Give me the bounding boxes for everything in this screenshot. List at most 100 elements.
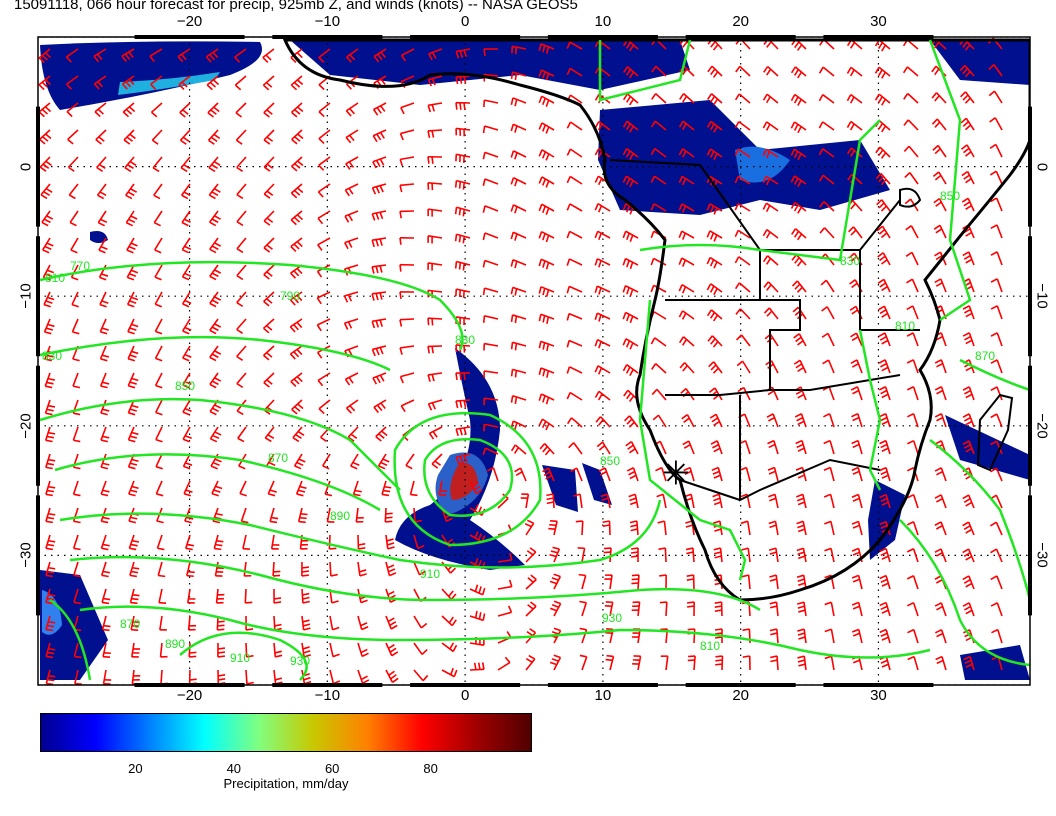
- wind-barb: [538, 122, 555, 134]
- wind-barb: [234, 75, 247, 91]
- wind-barb: [497, 552, 513, 563]
- wind-barb: [45, 615, 56, 632]
- wind-barb: [770, 655, 779, 671]
- wind-barb: [846, 93, 863, 104]
- wind-barb: [128, 534, 140, 551]
- wind-barbs: [38, 37, 1003, 685]
- wind-barb: [762, 202, 779, 213]
- wind-barb: [328, 534, 337, 550]
- wind-barb: [263, 102, 275, 118]
- wind-barb: [239, 480, 247, 497]
- wind-barb: [375, 426, 388, 442]
- wind-barb: [934, 278, 947, 293]
- wind-barb: [768, 493, 779, 509]
- wind-barb: [155, 426, 163, 443]
- wind-barb: [650, 203, 667, 212]
- wind-barb: [181, 264, 192, 281]
- wind-barb: [182, 426, 192, 443]
- lat-tick-label-left: 0: [17, 162, 35, 171]
- wind-barb: [678, 257, 695, 267]
- wind-barb: [524, 519, 535, 536]
- wind-barb: [236, 318, 247, 335]
- wind-barb: [538, 340, 555, 352]
- wind-barb: [99, 345, 110, 362]
- wind-barb: [566, 121, 583, 131]
- wind-barb: [234, 48, 247, 63]
- wind-barb: [650, 175, 667, 185]
- wind-barb: [236, 372, 247, 389]
- wind-barb: [263, 318, 275, 334]
- wind-barb: [579, 600, 588, 617]
- wind-barb: [455, 48, 471, 59]
- lat-tick-label-right: −20: [1033, 413, 1051, 439]
- wind-barb: [538, 286, 555, 297]
- wind-barb: [371, 210, 387, 221]
- wind-barb: [797, 628, 807, 644]
- wind-barb: [290, 372, 303, 387]
- map-markers: [663, 460, 688, 485]
- wind-barb: [427, 317, 443, 326]
- wind-barb: [413, 615, 428, 629]
- wind-barb: [622, 338, 639, 350]
- lon-tick-label-bottom: −10: [314, 687, 341, 704]
- wind-barb: [153, 183, 163, 200]
- wind-barb: [290, 183, 304, 199]
- wind-barb: [740, 520, 751, 536]
- contour-930-arc: [79, 605, 931, 659]
- contour-label: 770: [70, 259, 90, 273]
- wind-barb: [595, 416, 611, 428]
- precipitation-layer: [40, 40, 1030, 680]
- wind-barb: [737, 386, 751, 401]
- wind-barb: [622, 364, 639, 376]
- wind-barb: [932, 171, 947, 185]
- wind-barb: [762, 255, 779, 266]
- wind-barb: [903, 145, 919, 158]
- lon-tick-label-top: 0: [460, 13, 470, 30]
- contour-label: 910: [420, 567, 440, 581]
- lon-tick-label-top: 30: [870, 13, 887, 30]
- wind-barb: [127, 345, 139, 362]
- wind-barb: [154, 372, 163, 389]
- wind-barb: [72, 480, 81, 497]
- wind-barb: [990, 575, 1003, 590]
- country-border-2: [770, 374, 901, 391]
- wind-barb: [482, 178, 499, 186]
- wind-barb: [510, 204, 527, 214]
- wind-barb: [735, 334, 751, 347]
- wind-barb: [344, 210, 359, 223]
- wind-barb: [182, 399, 192, 416]
- wind-barb: [821, 306, 835, 320]
- contour-low-ring1: [423, 438, 514, 517]
- wind-barb: [850, 386, 863, 401]
- wind-barb: [322, 453, 331, 470]
- wind-barb: [482, 232, 499, 241]
- wind-barb: [686, 574, 695, 590]
- wind-barb: [734, 93, 751, 104]
- wind-barb: [622, 120, 639, 133]
- contour-label: 830: [42, 349, 62, 363]
- precip-east-indian: [945, 415, 1030, 480]
- wind-barb: [795, 439, 807, 455]
- wind-barb: [455, 399, 471, 409]
- wind-barb: [371, 264, 387, 274]
- wind-barb: [263, 156, 275, 172]
- wind-barb: [262, 75, 275, 91]
- wind-barb: [301, 561, 310, 577]
- wind-barb: [906, 548, 919, 563]
- wind-barb: [441, 642, 458, 653]
- wind-barb: [762, 228, 779, 239]
- wind-barb: [822, 386, 835, 401]
- wind-barb: [69, 210, 79, 227]
- wind-barb: [181, 210, 191, 227]
- wind-barb: [906, 332, 919, 347]
- wind-barb: [790, 148, 807, 161]
- lon-tick-label-top: 10: [594, 13, 612, 30]
- wind-barb: [990, 278, 1003, 293]
- wind-barb: [651, 65, 667, 77]
- map-title: 15091118, 066 hour forecast for precip, …: [14, 0, 578, 13]
- wind-barb: [129, 561, 140, 578]
- wind-barb: [960, 91, 975, 104]
- lon-tick-label-top: −10: [314, 13, 341, 30]
- wind-barb: [157, 561, 166, 578]
- wind-barb: [656, 493, 667, 509]
